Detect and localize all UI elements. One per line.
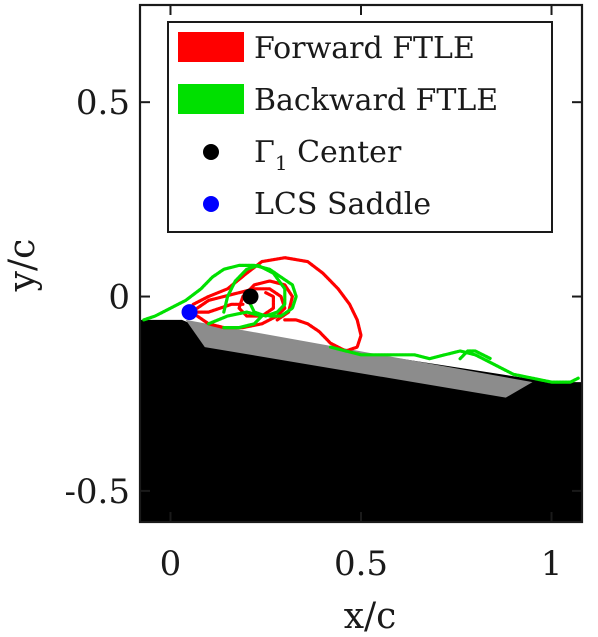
legend-swatch — [178, 84, 244, 114]
1-center-point — [242, 288, 259, 305]
y-tick-label: 0 — [108, 278, 130, 318]
backward-ftle-ridge — [328, 345, 580, 384]
backward-ftle-ridge — [458, 349, 493, 361]
x-axis-label: x/c — [344, 596, 397, 637]
backward-ftle-series — [142, 263, 580, 384]
x-tick-label: 1 — [541, 544, 563, 584]
y-tick-label: -0.5 — [64, 472, 130, 512]
body-shapes — [140, 319, 582, 522]
legend: Forward FTLE Backward FTLE Γ1 Center LCS Sa… — [167, 21, 553, 233]
solid-body — [140, 319, 582, 522]
legend-swatch — [178, 32, 244, 62]
legend-item-lcs-saddle: LCS Saddle — [203, 187, 431, 222]
axis-ticks: 0 0.5 1 0.5 0 -0.5 — [64, 5, 582, 584]
plate-surface — [185, 319, 533, 398]
backward-ftle-ridge — [207, 310, 264, 330]
y-axis-label: y/c — [2, 239, 43, 293]
ftle-ridges — [142, 256, 580, 384]
backward-ftle-ridge — [142, 263, 298, 322]
legend-marker — [203, 196, 219, 212]
legend-item-backward-ftle: Backward FTLE — [178, 83, 498, 118]
legend-marker — [203, 144, 219, 160]
backward-ftle-ridge — [222, 263, 287, 318]
legend-label: Backward FTLE — [254, 83, 498, 118]
marker-points — [181, 288, 259, 321]
legend-label: LCS Saddle — [254, 187, 431, 222]
x-tick-label: 0 — [160, 544, 182, 584]
legend-item-1-center: Γ1 Center — [203, 135, 402, 175]
legend-item-forward-ftle: Forward FTLE — [178, 31, 475, 66]
legend-label: Forward FTLE — [254, 31, 475, 66]
y-tick-label: 0.5 — [76, 83, 130, 123]
lcs-saddle-point — [181, 304, 198, 321]
x-tick-label: 0.5 — [334, 544, 388, 584]
legend-label: Γ1 Center — [254, 135, 402, 175]
forward-ftle-ridge — [191, 256, 363, 353]
